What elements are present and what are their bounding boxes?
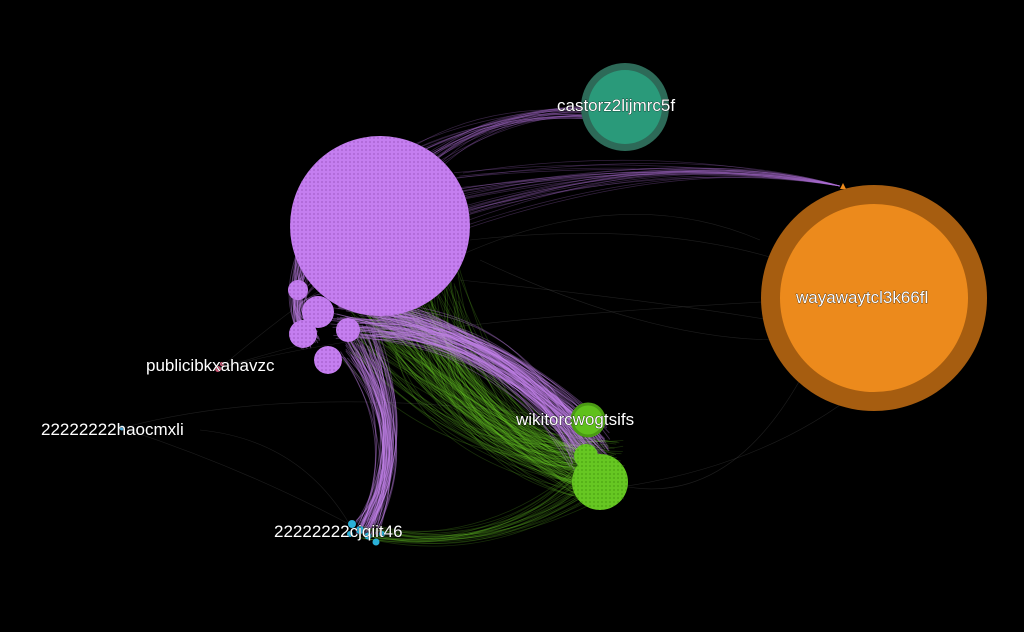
green-edge-bundle (339, 250, 625, 547)
wayaway-label: wayawaytcl3k66fl (795, 288, 928, 307)
wayaway-node[interactable] (761, 183, 987, 411)
cjqiit46-label: 22222222cjqiit46 (274, 522, 403, 541)
castor-node[interactable] (581, 63, 669, 151)
purple-cluster-node[interactable] (288, 136, 470, 374)
publicib-node[interactable] (215, 362, 224, 372)
haocmxli-node[interactable] (119, 425, 125, 431)
cjqiit46-node[interactable] (347, 520, 385, 546)
purple-far-edges (381, 105, 841, 230)
faint-edges (121, 213, 861, 531)
publicib-label: publicibkxahavzc (146, 356, 275, 375)
wikitor-cluster-node[interactable] (570, 402, 628, 510)
wikitor-label: wikitorcwogtsifs (515, 410, 634, 429)
castor-label: castorz2lijmrc5f (557, 96, 675, 115)
haocmxli-label: 22222222haocmxli (41, 420, 184, 439)
